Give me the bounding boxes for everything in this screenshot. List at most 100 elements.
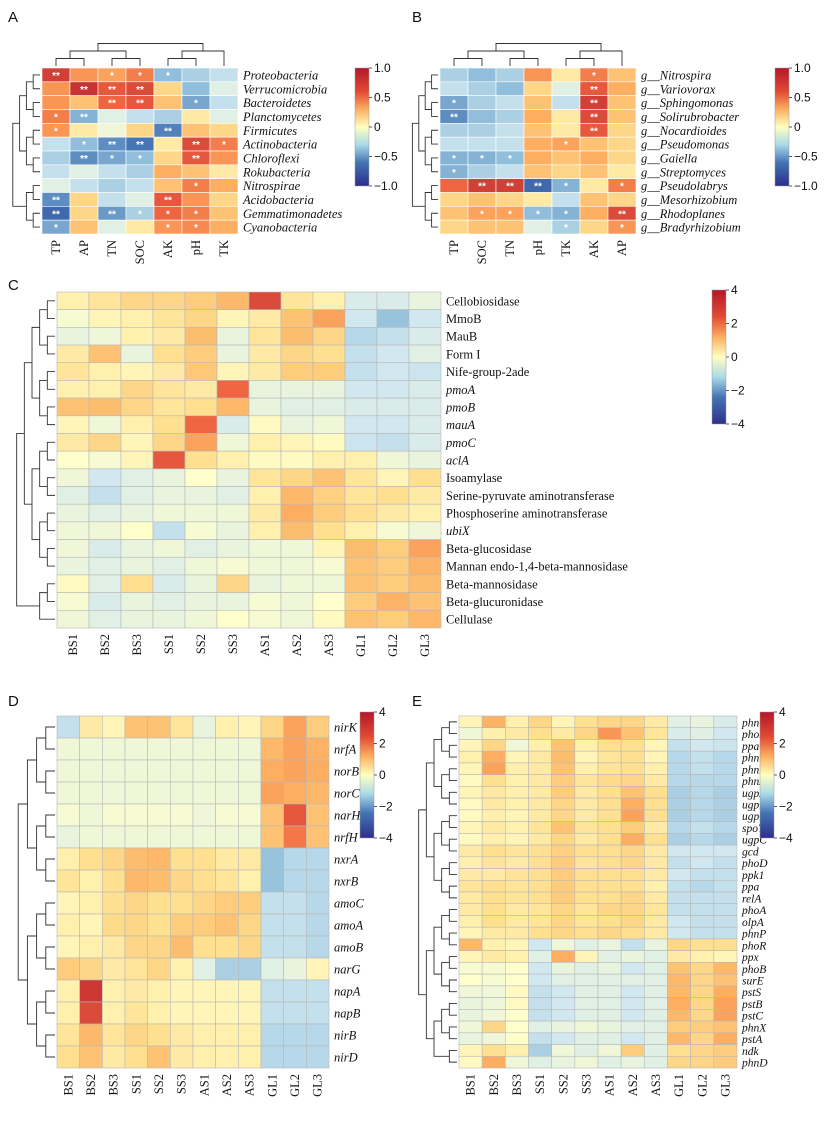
panel-d-cell: [238, 913, 262, 937]
panel-e-dendrogram-branch: [441, 727, 450, 752]
panel-e-cell: [481, 856, 506, 869]
panel-b-cell: [579, 206, 609, 221]
panel-d-cell: [238, 979, 262, 1003]
panel-d-cell: [56, 759, 80, 783]
panel-c-dendrogram-branch: [46, 547, 55, 567]
panel-b-significance-mark: *: [508, 154, 512, 165]
panel-c-cell: [344, 362, 378, 381]
panel-c-cell: [184, 592, 218, 611]
panel-e-cell: [667, 739, 691, 752]
panel-b-dendrogram-branch: [424, 81, 432, 110]
panel-c-cell: [152, 415, 186, 434]
panel-b-column-label: AK: [587, 240, 601, 258]
panel-b-dendrogram-branch: [431, 157, 438, 173]
panel-e-cell: [690, 762, 715, 775]
panel-d-cell: [192, 825, 216, 849]
panel-e-cell: [667, 727, 691, 740]
panel-c-cell: [56, 521, 90, 540]
panel-e-cell: [528, 797, 552, 811]
panel-d-cell: [102, 715, 126, 739]
panel-d-cell: [102, 869, 126, 893]
panel-e-cell: [644, 1032, 668, 1045]
panel-c-cell: [280, 486, 314, 505]
panel-b-cell: [523, 123, 553, 138]
panel-c: C Cellobiosidase MmoB MauB Form I Nife-group-…: [8, 277, 745, 657]
panel-d-cell: [102, 759, 126, 783]
panel-c-cell: [408, 539, 442, 558]
panel-b-column-label: AP: [615, 240, 629, 256]
panel-e-cell: [458, 891, 483, 905]
panel-e-cell: [551, 938, 576, 951]
panel-d-cell: [147, 803, 171, 827]
panel-d-cell: [170, 1001, 194, 1025]
panel-d-dendrogram-branch: [45, 902, 55, 926]
panel-e-cell: [667, 786, 691, 799]
panel-c-dendrogram-branch: [39, 309, 48, 346]
panel-d-dendrogram-branch: [36, 825, 46, 871]
panel-c-cell: [56, 397, 90, 417]
panel-d-cell: [102, 1001, 126, 1025]
panel-e-cell: [713, 903, 738, 916]
panel-d-cell: [215, 935, 239, 959]
panel-e-cell: [458, 797, 483, 811]
panel-d-cell: [192, 869, 216, 893]
panel-b-significance-mark: *: [564, 140, 568, 151]
panel-d-row-label: napB: [334, 1007, 361, 1021]
panel-d-dendrogram-branch: [26, 759, 37, 849]
panel-e-cell: [644, 915, 668, 928]
panel-b-row-label: g__Rhodoplanes: [641, 207, 725, 221]
panel-b-significance-mark: *: [480, 154, 484, 165]
panel-e-cell: [713, 973, 738, 987]
panel-d-cell: [215, 803, 239, 827]
panel-e-cell: [713, 962, 738, 975]
panel-d-cell: [238, 1045, 262, 1069]
panel-c-cell: [120, 415, 154, 434]
panel-e-cell: [644, 762, 668, 775]
panel-c-cell: [184, 362, 218, 381]
panel-b-cell: [579, 192, 609, 207]
panel-a-column-label: pH: [189, 240, 203, 255]
panel-d-cell: [56, 935, 80, 959]
panel-b-cell: [523, 109, 553, 124]
panel-e: EphnOphoPppaCphnCphnEphnAugpAugpEugpBspo…: [412, 693, 793, 1097]
panel-a-cell: [209, 219, 239, 235]
panel-e-cell: [528, 774, 552, 787]
panel-c-cell: [184, 397, 218, 417]
panel-b-cell: [439, 219, 469, 235]
panel-e-cell: [481, 938, 506, 951]
panel-c-cell: [184, 327, 218, 346]
panel-d-cell: [306, 913, 330, 937]
panel-e-cell: [458, 762, 483, 775]
panel-e-cell: [574, 715, 599, 729]
panel-b-significance-mark: **: [450, 112, 458, 123]
panel-c-cell: [152, 539, 186, 558]
panel-b-cell: [579, 136, 609, 152]
panel-b-significance-mark: *: [452, 154, 456, 165]
panel-b-row-label: g__Pseudolabrys: [641, 179, 728, 193]
panel-c-cell: [344, 309, 378, 328]
panel-e-cell: [481, 797, 506, 811]
panel-e-cell: [690, 1032, 715, 1045]
panel-c-cell: [216, 344, 250, 364]
panel-e-cell: [620, 1020, 645, 1034]
panel-a-significance-mark: **: [136, 99, 144, 110]
panel-b-cell: [495, 164, 525, 179]
panel-e-cell: [574, 1020, 599, 1034]
panel-d-cell: [170, 803, 194, 827]
panel-d-column-label: AS1: [197, 1074, 211, 1096]
panel-d-cell: [260, 759, 284, 783]
panel-e-cell: [713, 997, 738, 1010]
panel-d-cell: [79, 957, 103, 981]
panel-e-cell: [713, 762, 738, 775]
panel-c-cell: [216, 592, 250, 611]
panel-c-row-label: mauA: [446, 418, 476, 432]
panel-a-dendrogram-branch: [97, 43, 204, 51]
panel-e-cell: [458, 727, 483, 740]
panel-e-row-label: pstS: [741, 987, 761, 999]
panel-e-cell: [620, 739, 645, 752]
panel-e-cell: [597, 1032, 622, 1045]
panel-e-cell: [574, 926, 599, 940]
panel-e-cell: [644, 903, 668, 916]
panel-a-dendrogram-branch: [32, 129, 40, 145]
panel-e-row-label: phnD: [741, 1058, 768, 1070]
